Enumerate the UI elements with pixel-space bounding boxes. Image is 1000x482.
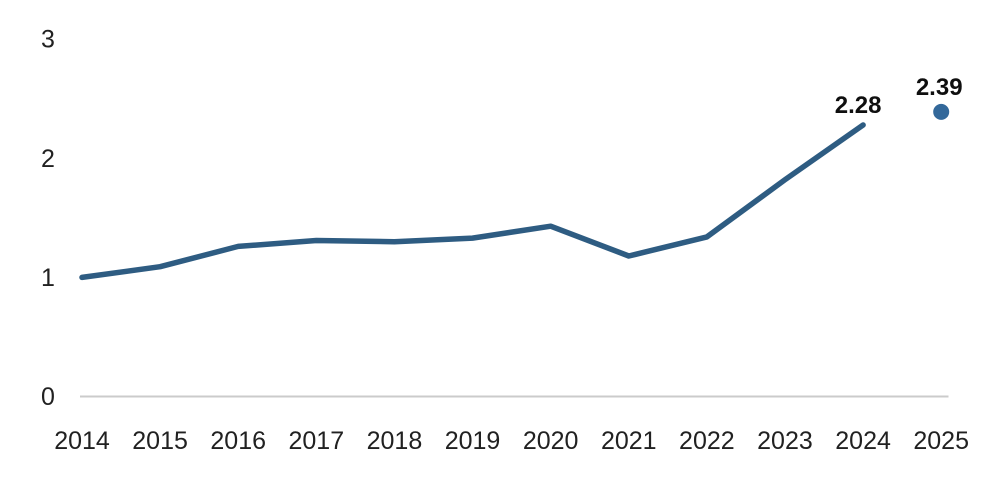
x-axis-tick-label: 2024 — [835, 427, 891, 455]
provisional-point-dot — [933, 103, 950, 120]
x-axis-tick-label: 2014 — [54, 427, 110, 455]
trend-line — [79, 122, 866, 281]
y-axis-tick-label: 1 — [41, 264, 55, 292]
x-axis-tick-label: 2022 — [679, 427, 735, 455]
data-point-label: 2.28 — [835, 92, 882, 119]
x-axis-tick-label: 2023 — [757, 427, 813, 455]
x-axis-tick-label: 2016 — [210, 427, 266, 455]
x-axis-tick-label: 2017 — [289, 427, 345, 455]
x-axis-tick-label: 2015 — [132, 427, 188, 455]
x-axis-tick-label: 2021 — [601, 427, 657, 455]
data-point-label: 2.39 — [916, 74, 963, 101]
x-axis-tick-label: 2025 — [913, 427, 969, 455]
y-axis-tick-label: 2 — [41, 145, 55, 173]
x-axis-tick-label: 2020 — [523, 427, 579, 455]
x-axis-tick-label: 2018 — [367, 427, 423, 455]
y-axis-tick-label: 0 — [41, 383, 55, 411]
y-axis-tick-label: 3 — [41, 26, 55, 54]
x-axis-tick-label: 2019 — [445, 427, 501, 455]
